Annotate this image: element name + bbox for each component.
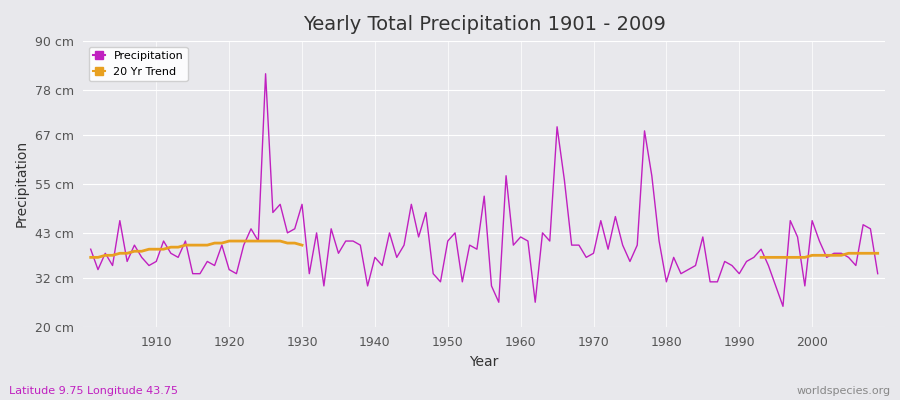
Title: Yearly Total Precipitation 1901 - 2009: Yearly Total Precipitation 1901 - 2009 (302, 15, 666, 34)
X-axis label: Year: Year (470, 355, 499, 369)
Text: worldspecies.org: worldspecies.org (796, 386, 891, 396)
Legend: Precipitation, 20 Yr Trend: Precipitation, 20 Yr Trend (89, 47, 187, 81)
Text: Latitude 9.75 Longitude 43.75: Latitude 9.75 Longitude 43.75 (9, 386, 178, 396)
Y-axis label: Precipitation: Precipitation (15, 140, 29, 228)
